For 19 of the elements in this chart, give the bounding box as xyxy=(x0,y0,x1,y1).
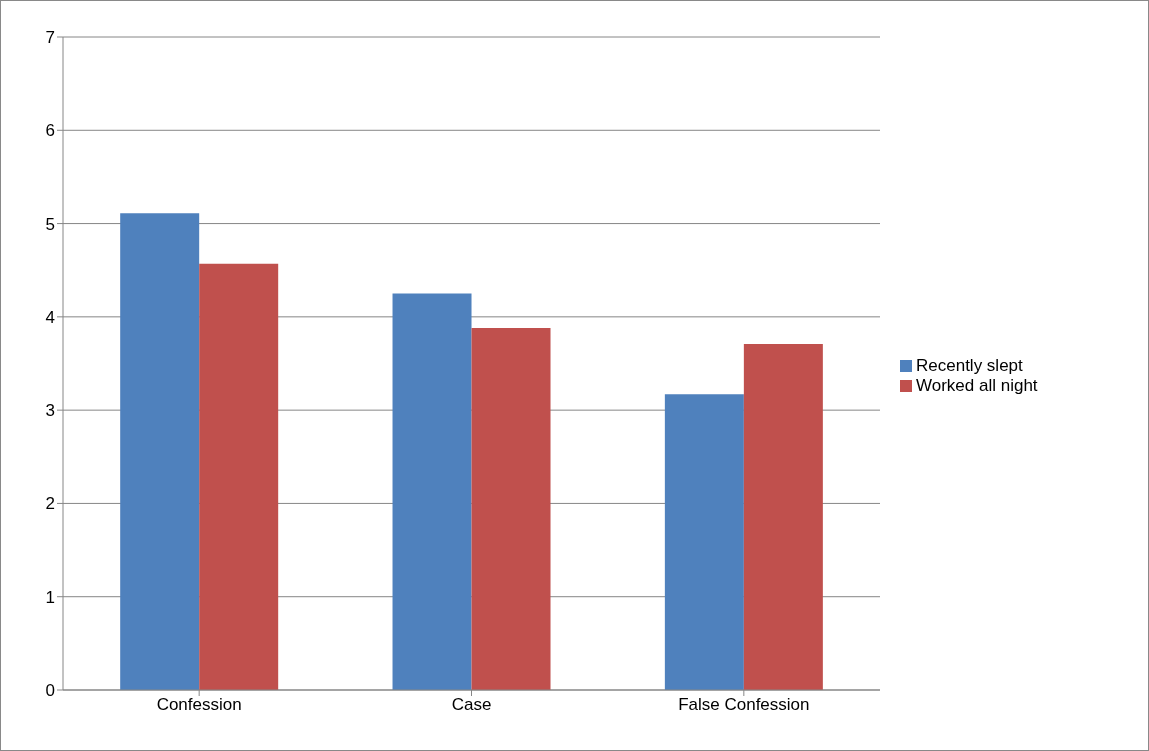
bar xyxy=(120,213,200,690)
bar xyxy=(392,293,472,690)
y-tick-label: 7 xyxy=(45,28,55,48)
y-tick-label: 4 xyxy=(45,307,55,327)
x-tick-label: False Confession xyxy=(678,695,810,715)
legend-label: Recently slept xyxy=(916,355,1023,375)
y-tick-label: 3 xyxy=(45,401,55,421)
y-tick-label: 6 xyxy=(45,121,55,141)
y-tick-label: 0 xyxy=(45,681,55,701)
bar xyxy=(743,343,823,690)
y-tick-label: 1 xyxy=(45,587,55,607)
y-tick-label: 5 xyxy=(45,214,55,234)
bar xyxy=(664,394,744,690)
bar xyxy=(471,328,551,690)
y-tick-label: 2 xyxy=(45,494,55,514)
legend-label: Worked all night xyxy=(916,375,1038,395)
x-tick-label: Case xyxy=(451,695,492,715)
bar xyxy=(199,263,279,690)
x-tick-label: Confession xyxy=(156,695,242,715)
